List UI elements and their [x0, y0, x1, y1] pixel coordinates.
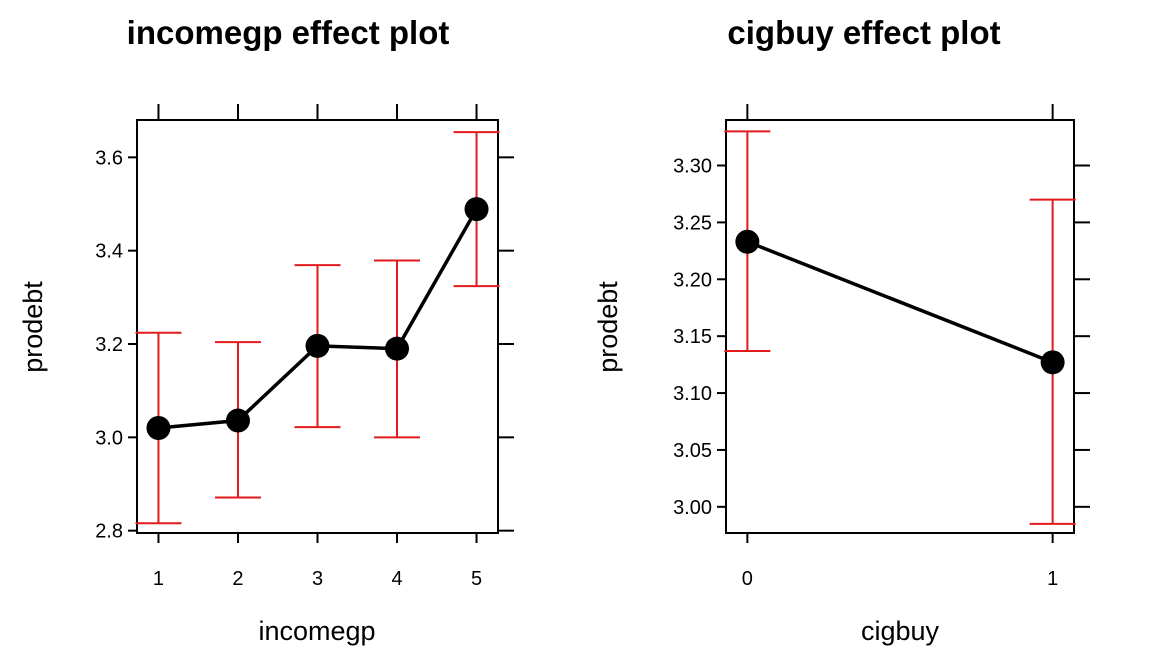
y-tick-label: 2.8	[95, 521, 123, 543]
y-tick-label: 3.30	[673, 156, 712, 178]
cigbuy-effect-panel: cigbuy effect plot 3.003.053.103.153.203…	[593, 14, 1090, 646]
data-point	[146, 416, 171, 440]
series	[735, 229, 1065, 375]
x-axis: 1 2 3 4 5	[153, 104, 482, 590]
chart-title: incomegp effect plot	[127, 14, 450, 51]
y-axis-label: prodebt	[18, 281, 48, 373]
y-axis: 2.8 3.0 3.2 3.4 3.6	[95, 147, 514, 543]
x-axis-label: incomegp	[258, 616, 375, 646]
series	[146, 197, 489, 440]
y-axis: 3.00 3.05 3.10 3.15 3.20 3.25 3.30	[673, 156, 1090, 519]
incomegp-effect-panel: incomegp effect plot 2.8 3.0 3.2 3.4 3.6 1 2 3…	[18, 14, 514, 646]
error-bars	[724, 130, 1076, 525]
y-tick-label: 3.15	[673, 326, 712, 348]
data-point	[305, 333, 330, 358]
data-point	[385, 336, 410, 361]
y-tick-label: 3.05	[673, 440, 712, 462]
y-tick-label: 3.20	[673, 269, 712, 291]
error-bars	[135, 131, 500, 525]
x-axis-label: cigbuy	[861, 616, 940, 646]
y-tick-label: 3.0	[95, 427, 123, 449]
plot-frame	[725, 119, 1075, 534]
data-point	[225, 408, 250, 433]
x-tick-label: 1	[153, 568, 164, 590]
y-tick-label: 3.25	[673, 212, 712, 234]
y-tick-label: 3.10	[673, 383, 712, 405]
y-tick-label: 3.2	[95, 334, 123, 356]
x-tick-label: 3	[312, 568, 323, 590]
y-tick-label: 3.6	[95, 147, 123, 169]
data-point	[1040, 350, 1065, 375]
data-point	[735, 229, 760, 254]
x-tick-label: 4	[391, 568, 402, 590]
chart-title: cigbuy effect plot	[727, 14, 1000, 51]
effect-line	[746, 240, 1054, 364]
x-tick-label: 2	[232, 568, 243, 590]
y-tick-label: 3.00	[673, 497, 712, 519]
data-point	[464, 197, 489, 222]
y-axis-label: prodebt	[593, 281, 623, 373]
y-tick-label: 3.4	[95, 241, 123, 263]
x-tick-label: 5	[471, 568, 482, 590]
x-tick-label: 1	[1047, 568, 1058, 590]
x-tick-label: 0	[742, 568, 753, 590]
